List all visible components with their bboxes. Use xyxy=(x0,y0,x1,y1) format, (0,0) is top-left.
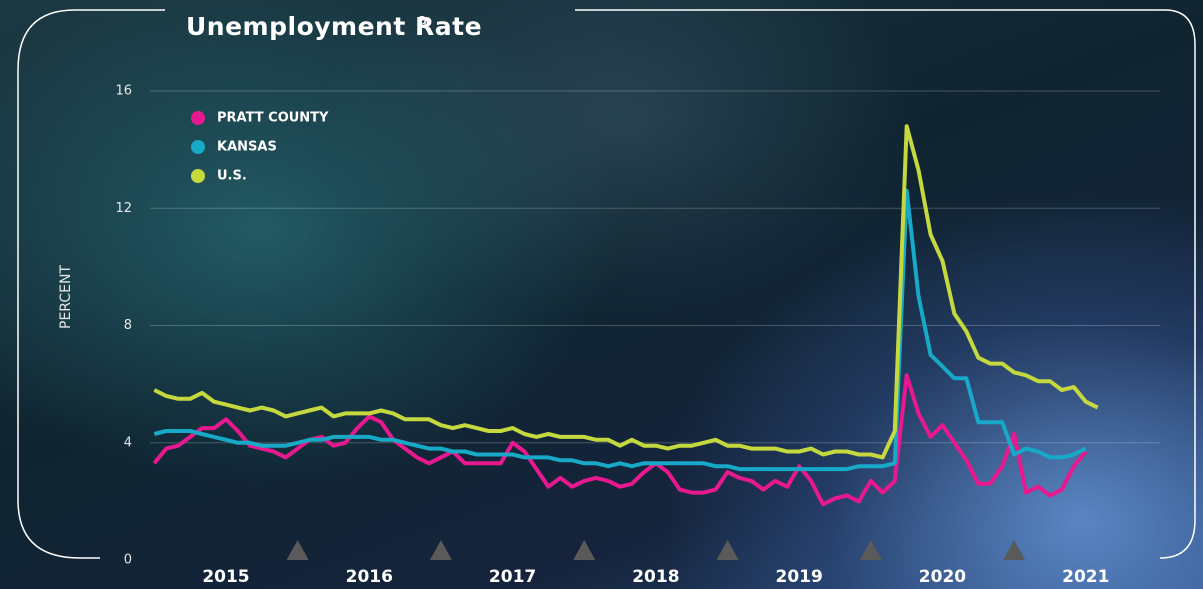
legend-marker xyxy=(191,140,205,154)
year-marker xyxy=(430,540,452,560)
year-marker xyxy=(287,540,309,560)
chart-title: Unemployment Rate xyxy=(186,12,482,41)
chart: Unemployment Rate a PERCENT 0 4 8 12 16 2015 2… xyxy=(0,0,1203,589)
x-tick-label: 2015 xyxy=(202,567,249,587)
x-tick-label: 2019 xyxy=(776,567,823,587)
series-line xyxy=(154,126,1097,457)
y-tick-label: 16 xyxy=(115,84,132,99)
y-tick-label: 0 xyxy=(124,553,132,568)
title-superscript: a xyxy=(418,11,427,29)
y-tick-label: 8 xyxy=(124,318,132,333)
y-axis-label: PERCENT xyxy=(58,265,74,329)
x-tick-label: 2017 xyxy=(489,567,536,587)
y-tick-label: 4 xyxy=(124,435,132,450)
legend-marker xyxy=(191,111,205,125)
x-tick-label: 2016 xyxy=(346,567,393,587)
frame-left xyxy=(18,10,165,558)
x-tick-label: 2020 xyxy=(919,567,966,587)
legend-label: U.S. xyxy=(217,169,247,184)
legend-label: PRATT COUNTY xyxy=(217,111,329,126)
year-marker xyxy=(717,540,739,560)
y-tick-label: 12 xyxy=(115,201,132,216)
x-tick-label: 2021 xyxy=(1062,567,1109,587)
year-marker xyxy=(860,540,882,560)
year-marker xyxy=(1003,540,1025,560)
legend-marker xyxy=(191,169,205,183)
year-marker xyxy=(573,540,595,560)
legend-label: KANSAS xyxy=(217,140,277,155)
page: {"chart_data": {"type": "line", "title":… xyxy=(0,0,1203,589)
x-tick-label: 2018 xyxy=(632,567,679,587)
series-line xyxy=(154,375,1086,504)
